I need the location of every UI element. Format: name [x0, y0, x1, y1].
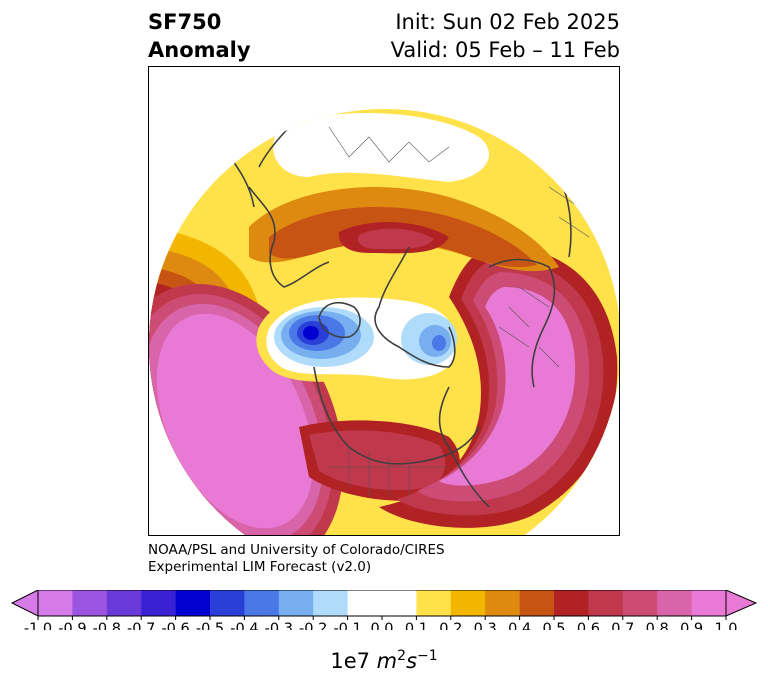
- unit-m-exp: 2: [397, 648, 407, 664]
- polar-map: [149, 109, 619, 535]
- colorbar-segment: [485, 590, 521, 616]
- credit-line-2: Experimental LIM Forecast (v2.0): [148, 559, 372, 575]
- colorbar-unit-label: 1e7 m2s−1: [0, 648, 768, 673]
- colorbar-segment: [244, 590, 280, 616]
- colorbar-segment: [313, 590, 349, 616]
- map-credit: NOAA/PSL and University of Colorado/CIRE…: [148, 542, 445, 576]
- colorbar-segment: [278, 590, 314, 616]
- variable-name: SF750: [148, 10, 222, 34]
- colorbar-segment: [588, 590, 624, 616]
- colorbar-tick-label: -0.7: [127, 621, 155, 630]
- colorbar-segment: [622, 590, 658, 616]
- colorbar-segment: [38, 590, 73, 616]
- colorbar-segment: [554, 590, 589, 616]
- colorbar-segment: [519, 590, 555, 616]
- colorbar-under-arrow: [10, 590, 39, 617]
- colorbar-segment: [382, 590, 417, 616]
- colorbar-segment: [141, 590, 177, 616]
- colorbar-tick-label: 0.9: [680, 621, 703, 630]
- colorbar-tick-label: -0.1: [333, 621, 361, 630]
- colorbar-svg: -1.0 -0.9 -0.8 -0.7 -0.6 -0.5 -0.4 -0.3 -0.2 -0.1…: [10, 590, 758, 630]
- colorbar-tick-label: 0.1: [405, 621, 428, 630]
- colorbar-tick-label: 0.0: [370, 621, 393, 630]
- colorbar-segment: [416, 590, 452, 616]
- colorbar-tick-label: 0.2: [439, 621, 462, 630]
- colorbar-segment: [657, 590, 693, 616]
- colorbar-tick-label: -1.0: [24, 621, 52, 630]
- valid-range: Valid: 05 Feb – 11 Feb: [390, 38, 620, 62]
- colorbar-tick-label: -0.8: [93, 621, 121, 630]
- political-borders: [328, 126, 590, 497]
- colorbar-tick-label: -0.6: [161, 621, 189, 630]
- unit-s-exp: −1: [417, 648, 438, 664]
- anomaly-field: [149, 109, 619, 535]
- colorbar-segment: [210, 590, 245, 616]
- colorbar-tick-label: 1.0: [714, 621, 737, 630]
- colorbar-segment: [175, 590, 211, 616]
- unit-m: m: [376, 649, 398, 673]
- colorbar-tick-label: -0.3: [265, 621, 293, 630]
- colorbar-segment: [450, 590, 486, 616]
- colorbar-segment: [72, 590, 108, 616]
- colorbar-tick-label: 0.6: [577, 621, 600, 630]
- map-title-right: Init: Sun 02 Feb 2025 Valid: 05 Feb – 11…: [391, 8, 620, 64]
- unit-base: 1e7: [330, 649, 377, 673]
- colorbar-tick-label: 0.3: [474, 621, 497, 630]
- map-panel: [148, 66, 620, 536]
- colorbar-tick-label: 0.4: [508, 621, 531, 630]
- colorbar-tick-label: -0.5: [196, 621, 224, 630]
- colorbar: -1.0 -0.9 -0.8 -0.7 -0.6 -0.5 -0.4 -0.3 -0.2 -0.1…: [10, 590, 758, 630]
- init-date: Init: Sun 02 Feb 2025: [395, 10, 620, 34]
- colorbar-tick-label: -0.4: [230, 621, 258, 630]
- colorbar-tick-label: 0.5: [542, 621, 565, 630]
- colorbar-segment: [691, 590, 727, 616]
- colorbar-tick-label: 0.8: [646, 621, 669, 630]
- credit-line-1: NOAA/PSL and University of Colorado/CIRE…: [148, 542, 445, 558]
- field-name: Anomaly: [148, 38, 251, 62]
- colorbar-segment: [106, 590, 142, 616]
- coastlines: [208, 109, 572, 508]
- colorbar-tick-label: -0.9: [58, 621, 86, 630]
- colorbar-segment: [347, 590, 383, 616]
- colorbar-tick-label: -0.2: [299, 621, 327, 630]
- unit-s: s: [406, 649, 418, 673]
- colorbar-over-arrow: [725, 590, 758, 617]
- map-title-left: SF750 Anomaly: [148, 8, 251, 64]
- colorbar-tick-label: 0.7: [611, 621, 634, 630]
